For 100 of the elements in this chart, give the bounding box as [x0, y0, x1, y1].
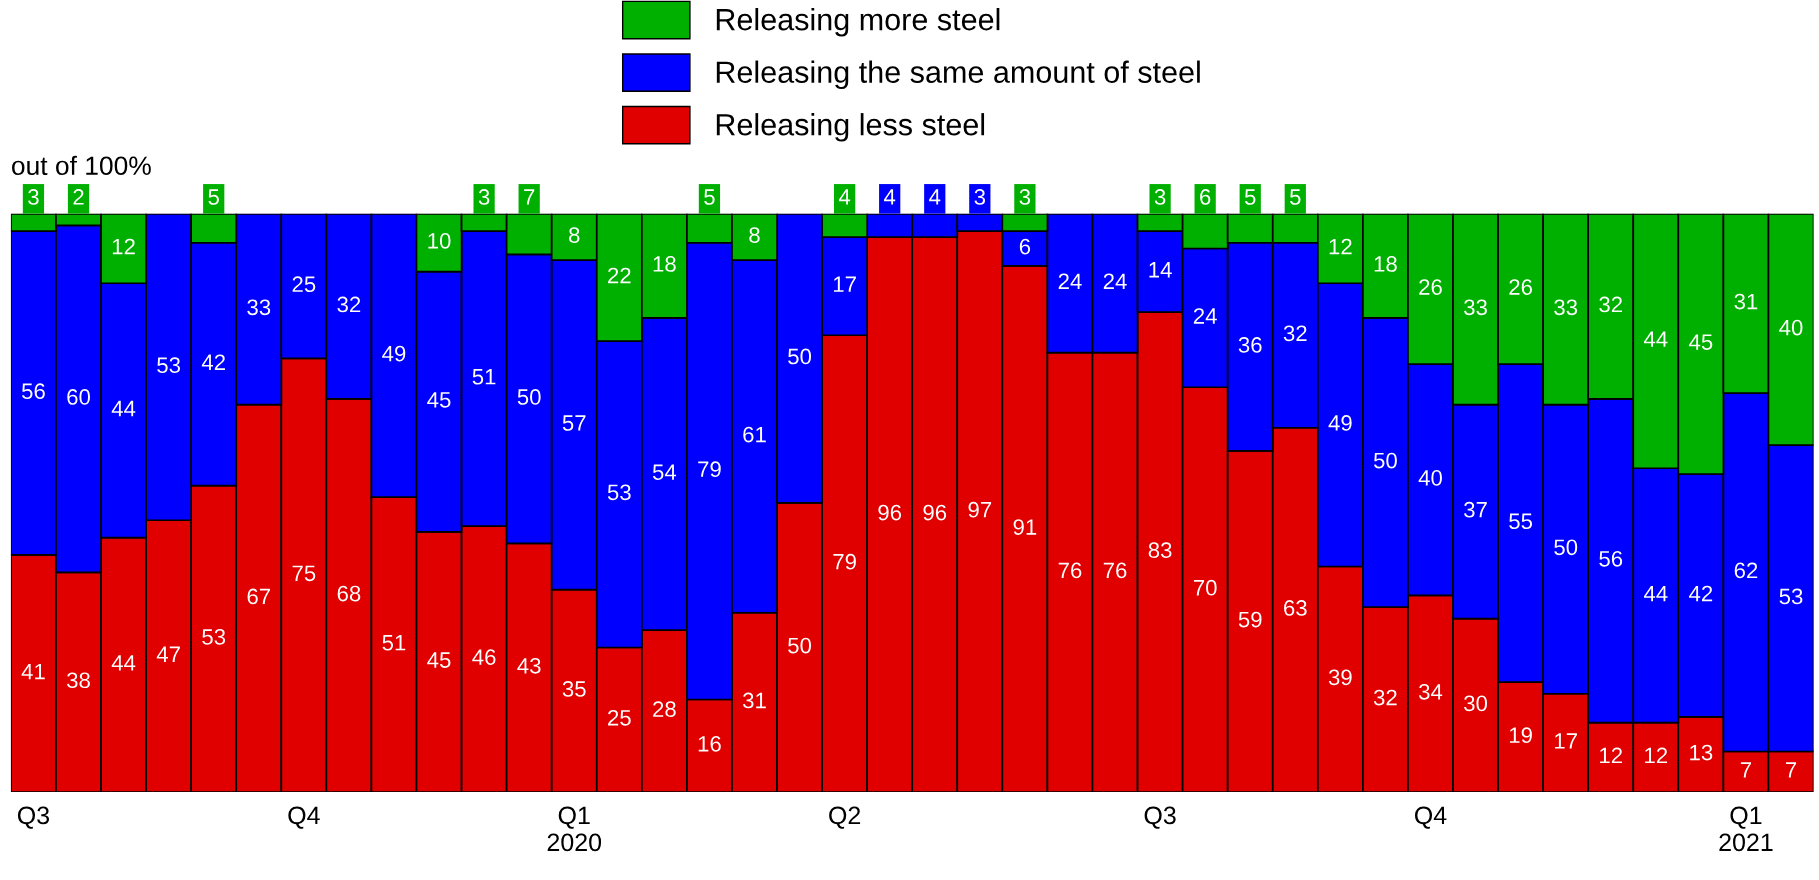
data-label: 24	[1103, 273, 1127, 289]
data-label: 83	[1148, 542, 1172, 559]
data-label: 51	[382, 635, 406, 651]
data-label: 53	[157, 357, 181, 374]
legend-label: Releasing less steel	[716, 113, 985, 142]
data-label: 12	[1600, 747, 1622, 764]
data-label: 26	[1509, 279, 1532, 295]
x-tick-label: Q4	[288, 806, 320, 829]
data-label: 8	[749, 227, 760, 243]
data-label: 32	[1599, 296, 1622, 313]
data-label: 30	[1464, 695, 1488, 712]
data-label: 50	[1554, 539, 1578, 556]
x-tick-label: Q3	[1144, 806, 1176, 829]
data-label: 28	[653, 701, 676, 718]
data-label: 45	[427, 652, 451, 668]
data-label: 46	[472, 649, 496, 665]
legend-label: Releasing the same amount of steel	[716, 60, 1200, 90]
data-label: 45	[1689, 334, 1713, 350]
data-label: 75	[292, 565, 316, 582]
data-label: 5	[1290, 189, 1301, 205]
x-tick-label: Q3	[17, 806, 50, 829]
data-label: 26	[1419, 279, 1442, 295]
data-label: 45	[427, 392, 451, 408]
data-label: 19	[1509, 727, 1532, 744]
data-label: 49	[1328, 415, 1352, 431]
data-label: 25	[292, 276, 316, 293]
data-label: 5	[704, 189, 715, 205]
data-label: 56	[21, 383, 45, 400]
data-label: 49	[382, 345, 406, 362]
data-label: 17	[833, 276, 856, 292]
data-label: 13	[1690, 744, 1713, 761]
x-tick-label: Q4	[1414, 806, 1447, 829]
data-label: 33	[1554, 299, 1578, 316]
data-label: 7	[524, 189, 535, 205]
data-label: 7	[1785, 762, 1797, 778]
data-label: 12	[112, 238, 135, 255]
data-label: 54	[652, 464, 677, 480]
data-label: 44	[1643, 585, 1668, 602]
data-label: 76	[1058, 562, 1082, 579]
data-label: 79	[698, 461, 721, 478]
data-label: 50	[517, 389, 541, 405]
data-label: 96	[878, 504, 902, 521]
data-label: 62	[1734, 562, 1758, 579]
data-label: 16	[698, 735, 721, 752]
data-label: 67	[247, 588, 271, 605]
data-label: 3	[1154, 189, 1166, 205]
data-label: 3	[974, 189, 986, 205]
data-label: 53	[1779, 588, 1803, 605]
data-label: 57	[562, 415, 586, 431]
data-label: 47	[156, 646, 180, 662]
data-label: 59	[1238, 611, 1262, 628]
data-label: 31	[742, 692, 766, 709]
data-label: 32	[1373, 689, 1397, 706]
data-label: 50	[788, 348, 812, 365]
data-label: 34	[1418, 683, 1443, 700]
y-axis-title: out of 100%	[12, 155, 151, 176]
data-label: 22	[608, 267, 631, 284]
x-tick-label: Q2	[829, 806, 861, 829]
data-label: 41	[21, 663, 45, 680]
data-label: 50	[788, 637, 812, 654]
data-label: 55	[1509, 513, 1533, 530]
data-label: 12	[1645, 747, 1668, 764]
data-label: 3	[1019, 189, 1031, 205]
legend-label: Releasing more steel	[716, 7, 1000, 37]
data-label: 32	[1283, 325, 1307, 342]
data-label: 40	[1418, 470, 1442, 486]
data-label: 40	[1779, 319, 1803, 336]
x-tick-label: Q1 2021	[1719, 806, 1773, 852]
data-label: 17	[1555, 733, 1577, 749]
data-label: 70	[1193, 579, 1217, 596]
data-label: 25	[608, 709, 631, 726]
data-label: 44	[111, 655, 136, 671]
data-label: 43	[517, 657, 541, 674]
data-label: 33	[1464, 299, 1487, 316]
data-label: 42	[201, 354, 225, 370]
data-label: 10	[428, 232, 451, 249]
data-label: 6	[1019, 238, 1031, 255]
data-label: 39	[1328, 669, 1352, 686]
data-label: 24	[1058, 273, 1082, 289]
data-label: 4	[929, 189, 941, 205]
data-label: 38	[67, 672, 90, 689]
data-label: 18	[1374, 256, 1397, 272]
data-label: 56	[1599, 550, 1623, 567]
data-label: 7	[1740, 762, 1752, 778]
data-label: 37	[1464, 501, 1487, 518]
data-label: 3	[28, 189, 39, 205]
data-label: 6	[1200, 189, 1211, 205]
data-label: 50	[1373, 452, 1397, 469]
data-label: 96	[923, 504, 947, 521]
data-label: 76	[1103, 562, 1127, 579]
data-label: 44	[1643, 331, 1668, 347]
data-label: 35	[562, 681, 586, 697]
data-label: 18	[653, 256, 676, 272]
data-label: 12	[1329, 238, 1352, 255]
data-label: 61	[743, 426, 766, 443]
data-label: 2	[73, 189, 84, 205]
data-label: 14	[1149, 262, 1172, 278]
data-label: 33	[247, 299, 271, 316]
data-label: 51	[472, 369, 496, 385]
data-label: 63	[1284, 600, 1307, 616]
